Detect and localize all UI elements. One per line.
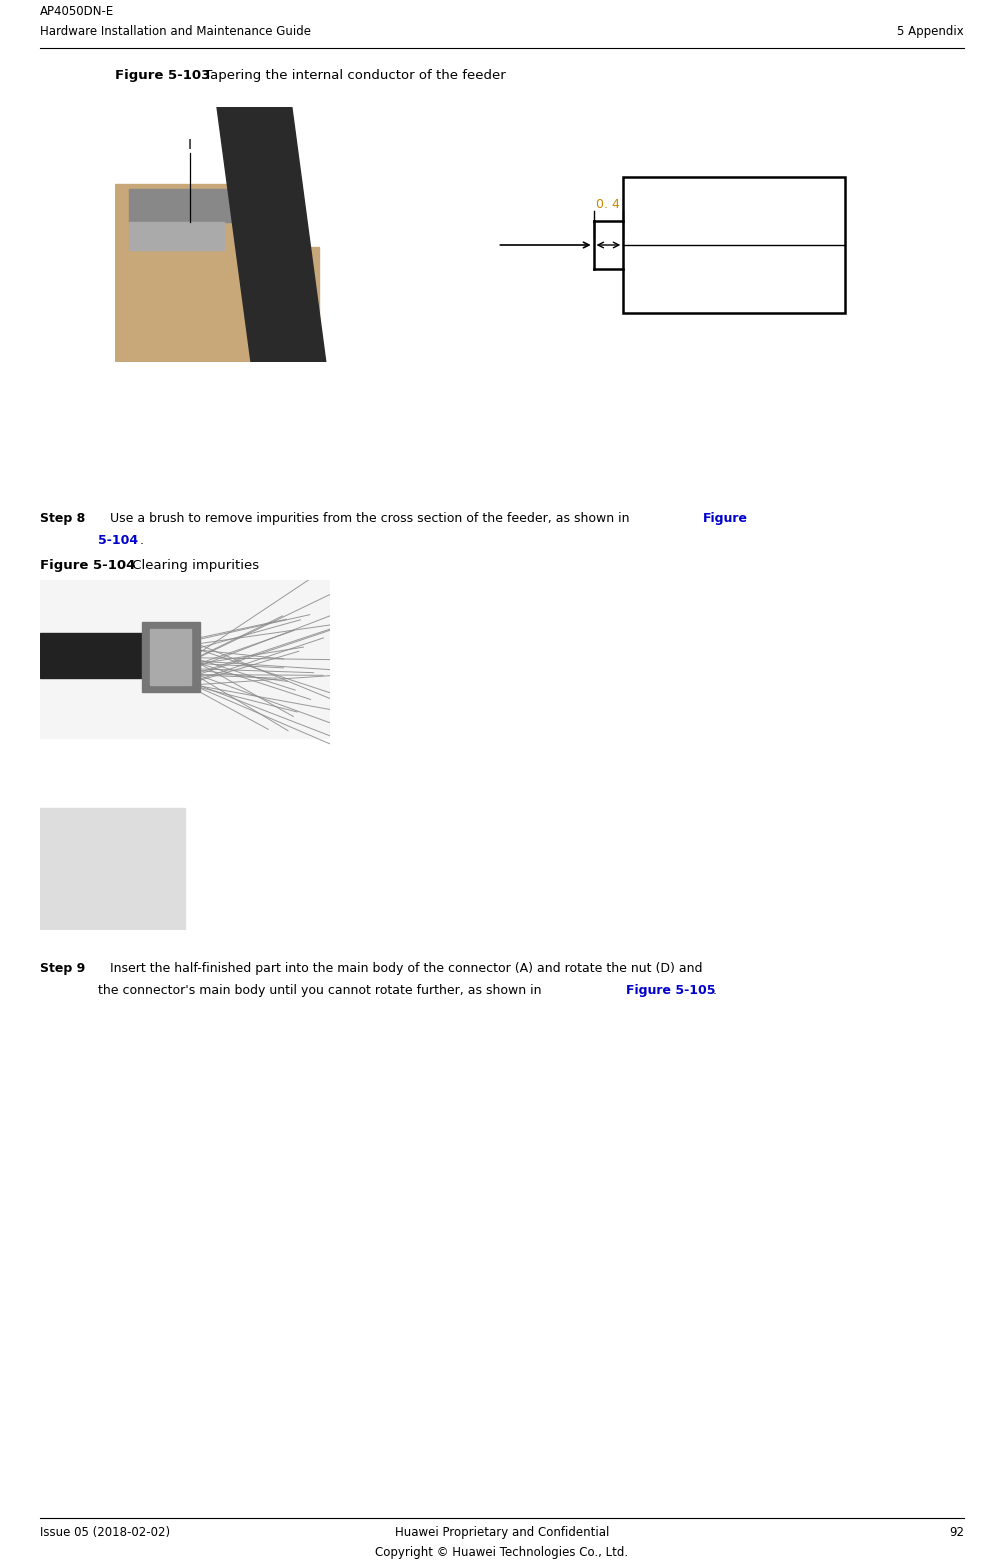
Polygon shape	[115, 247, 319, 362]
Bar	[623, 177, 845, 313]
Text: 5-104: 5-104	[98, 534, 138, 547]
Polygon shape	[150, 630, 191, 684]
Text: Step 8: Step 8	[40, 512, 85, 525]
Text: 92: 92	[948, 1525, 963, 1539]
Text: I: I	[188, 138, 192, 152]
Text: Figure 5-103: Figure 5-103	[115, 69, 211, 81]
Text: Step 9: Step 9	[40, 962, 85, 976]
Polygon shape	[115, 183, 234, 247]
Polygon shape	[40, 579, 330, 738]
Polygon shape	[128, 188, 234, 222]
Text: Figure 5-105: Figure 5-105	[626, 983, 715, 998]
Text: Issue 05 (2018-02-02): Issue 05 (2018-02-02)	[40, 1525, 170, 1539]
Text: Figure 5-104: Figure 5-104	[40, 559, 135, 572]
Polygon shape	[217, 106, 326, 362]
Text: .: .	[139, 534, 143, 547]
Text: Insert the half-finished part into the main body of the connector (A) and rotate: Insert the half-finished part into the m…	[98, 962, 702, 976]
Polygon shape	[40, 633, 191, 678]
Text: Clearing impurities: Clearing impurities	[127, 559, 259, 572]
Text: Huawei Proprietary and Confidential: Huawei Proprietary and Confidential	[394, 1525, 609, 1539]
Polygon shape	[128, 222, 224, 251]
Text: Use a brush to remove impurities from the cross section of the feeder, as shown : Use a brush to remove impurities from th…	[98, 512, 633, 525]
Text: AP4050DN-E: AP4050DN-E	[40, 5, 114, 17]
Text: 5 Appendix: 5 Appendix	[897, 25, 963, 38]
Text: Tapering the internal conductor of the feeder: Tapering the internal conductor of the f…	[200, 69, 506, 81]
Polygon shape	[141, 622, 200, 692]
Text: .: .	[712, 983, 716, 998]
Text: the connector's main body until you cannot rotate further, as shown in: the connector's main body until you cann…	[98, 983, 545, 998]
Polygon shape	[40, 808, 185, 930]
Text: Copyright © Huawei Technologies Co., Ltd.: Copyright © Huawei Technologies Co., Ltd…	[375, 1546, 628, 1560]
Text: Figure: Figure	[702, 512, 747, 525]
Text: 0. 4: 0. 4	[596, 197, 620, 211]
Text: Hardware Installation and Maintenance Guide: Hardware Installation and Maintenance Gu…	[40, 25, 311, 38]
